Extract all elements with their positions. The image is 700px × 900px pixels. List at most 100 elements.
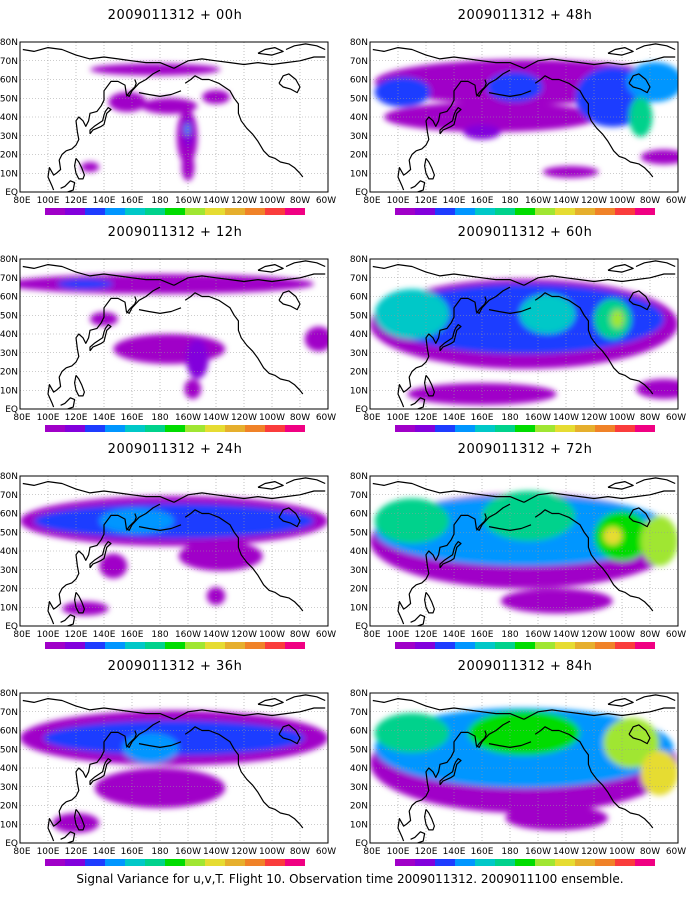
longitude-label: 160W xyxy=(525,847,551,857)
latitude-label: EQ xyxy=(5,188,18,198)
latitude-label: EQ xyxy=(355,839,368,849)
variance-contour xyxy=(184,123,190,136)
longitude-label: 140E xyxy=(443,630,466,640)
longitude-label: 140E xyxy=(93,630,116,640)
longitude-label: 120W xyxy=(231,630,257,640)
colorbar-swatch xyxy=(45,208,65,215)
colorbar-swatch xyxy=(495,859,515,866)
colorbar-swatch xyxy=(85,859,105,866)
latitude-label: 70N xyxy=(350,57,368,67)
colorbar-swatch xyxy=(635,208,655,215)
longitude-label: 80E xyxy=(13,630,30,640)
longitude-label: 60W xyxy=(666,413,686,423)
variance-contour xyxy=(610,310,624,328)
colorbar-swatch xyxy=(185,642,205,649)
colorbar-swatch xyxy=(105,425,125,432)
latitude-label: 30N xyxy=(350,349,368,359)
colorbar-swatch xyxy=(225,425,245,432)
colorbar-swatch xyxy=(535,642,555,649)
colorbar-swatch xyxy=(415,642,435,649)
latitude-label: 30N xyxy=(0,783,18,793)
latitude-label: 40N xyxy=(350,113,368,123)
variance-contour xyxy=(99,553,128,579)
colorbar-swatch xyxy=(575,859,595,866)
coastlines xyxy=(22,694,326,843)
latitude-label: 30N xyxy=(0,566,18,576)
colorbar-swatch xyxy=(635,859,655,866)
graticule xyxy=(370,42,678,192)
longitude-label: 100W xyxy=(609,413,635,423)
panel-title: 2009011312 + 36h xyxy=(107,659,243,674)
map-frame xyxy=(19,258,329,410)
longitude-label: 180 xyxy=(151,413,168,423)
latitude-label: 80N xyxy=(350,472,368,482)
latitude-label: 10N xyxy=(0,603,18,613)
variance-contour xyxy=(519,294,576,334)
latitude-label: 20N xyxy=(0,151,18,161)
latitude-label: EQ xyxy=(355,405,368,415)
latitude-label: 60N xyxy=(0,293,18,303)
colorbar-swatch xyxy=(555,642,575,649)
graticule xyxy=(20,693,328,843)
forecast-panel: 2009011312 + 12h 80N 70N 60N 50N 40N 30N 20N 10N… xyxy=(0,217,350,432)
variance-contour xyxy=(603,527,622,545)
colorbar-swatch xyxy=(205,642,225,649)
latitude-label: 60N xyxy=(0,510,18,520)
latitude-label: 70N xyxy=(350,708,368,718)
longitude-label: 160E xyxy=(471,413,494,423)
panel-title: 2009011312 + 12h xyxy=(107,225,243,240)
longitude-label: 100E xyxy=(387,847,410,857)
coastlines xyxy=(22,43,326,192)
longitude-label: 60W xyxy=(316,847,336,857)
colorbar-swatch xyxy=(475,642,495,649)
latitude-label: 40N xyxy=(0,113,18,123)
longitude-label: 160E xyxy=(121,630,144,640)
coastlines xyxy=(22,477,326,626)
colorbar-swatch xyxy=(85,642,105,649)
latitude-label: 50N xyxy=(0,311,18,321)
colorbar-swatch xyxy=(125,859,145,866)
colorbar-swatch xyxy=(65,208,85,215)
longitude-label: 140W xyxy=(203,630,229,640)
variance-contour xyxy=(186,339,209,379)
longitude-label: 180 xyxy=(501,196,518,206)
longitude-label: 160W xyxy=(525,413,551,423)
variance-field xyxy=(20,274,328,399)
longitude-label: 100W xyxy=(609,847,635,857)
colorbar-swatch xyxy=(455,425,475,432)
colorbar-swatch xyxy=(205,425,225,432)
latitude-label: EQ xyxy=(5,405,18,415)
colorbar-swatch xyxy=(455,208,475,215)
colorbar-swatch xyxy=(285,425,305,432)
colorbar-swatch xyxy=(535,859,555,866)
latitude-label: 60N xyxy=(350,510,368,520)
figure-caption: Signal Variance for u,v,T. Flight 10. Ob… xyxy=(76,872,624,886)
latitude-label: 50N xyxy=(0,528,18,538)
longitude-label: 120E xyxy=(415,196,438,206)
colorbar-swatch xyxy=(125,425,145,432)
colorbar-swatch xyxy=(225,859,245,866)
colorbar-swatch xyxy=(185,425,205,432)
latitude-label: 40N xyxy=(350,547,368,557)
latitude-label: 60N xyxy=(350,727,368,737)
latitude-label: 80N xyxy=(0,472,18,482)
variance-contour xyxy=(374,289,450,339)
variance-contour xyxy=(384,102,599,132)
longitude-label: 120E xyxy=(415,630,438,640)
variance-contour xyxy=(374,77,431,107)
colorbar-swatch xyxy=(415,425,435,432)
map-frame xyxy=(19,41,329,193)
latitude-label: 40N xyxy=(0,330,18,340)
latitude-label: 50N xyxy=(350,528,368,538)
colorbar-swatch xyxy=(575,208,595,215)
variance-contour xyxy=(20,274,314,294)
colorbar-swatch xyxy=(205,859,225,866)
latitude-label: 50N xyxy=(0,94,18,104)
colorbar-swatch xyxy=(595,642,615,649)
longitude-label: 80E xyxy=(13,413,30,423)
variance-contour xyxy=(80,162,100,172)
